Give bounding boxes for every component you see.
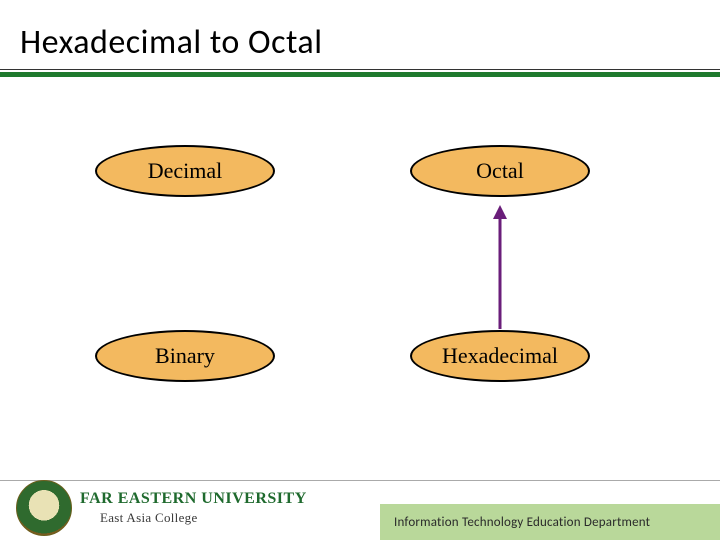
department-name: Information Technology Education Departm…	[394, 515, 650, 530]
footer-divider	[0, 480, 720, 481]
college-name: East Asia College	[100, 510, 198, 526]
slide: Hexadecimal to Octal Decimal Octal Binar…	[0, 0, 720, 540]
university-name: FAR EASTERN UNIVERSITY	[80, 490, 307, 508]
department-band: Information Technology Education Departm…	[380, 504, 720, 540]
university-seal-icon	[16, 480, 72, 536]
arrow-hex-to-octal	[0, 0, 720, 540]
footer: FAR EASTERN UNIVERSITY East Asia College…	[0, 480, 720, 540]
